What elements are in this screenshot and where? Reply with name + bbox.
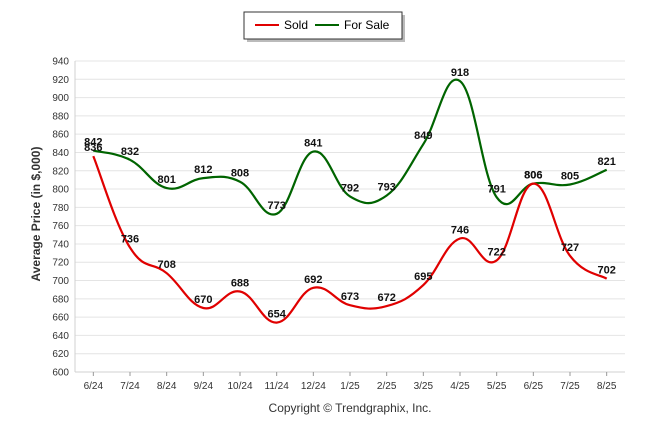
series-lines (92, 78, 608, 324)
data-label-for-sale: 792 (341, 182, 359, 194)
y-tick-label: 760 (52, 221, 69, 232)
copyright-text: Copyright © Trendgraphix, Inc. (269, 401, 432, 415)
data-label-for-sale: 812 (194, 164, 212, 176)
grid (74, 60, 625, 373)
data-label-sold: 702 (597, 265, 615, 277)
y-tick-label: 720 (52, 258, 69, 269)
y-tick-label: 660 (52, 313, 69, 324)
y-tick-label: 840 (52, 148, 69, 159)
legend-label-for-sale: For Sale (344, 18, 390, 32)
y-tick-label: 900 (52, 93, 69, 104)
y-tick-label: 800 (52, 185, 69, 196)
data-label-for-sale: 806 (524, 170, 542, 182)
y-tick-label: 740 (52, 239, 69, 250)
data-label-for-sale: 793 (377, 181, 395, 193)
data-labels: 842 832 801 812 808 773 841 792 793 849 918 791 806 8… (84, 67, 616, 320)
x-tick-label: 10/24 (227, 381, 252, 392)
x-tick-label: 4/25 (450, 381, 470, 392)
data-label-sold: 673 (341, 291, 359, 303)
data-label-sold: 688 (231, 278, 249, 290)
y-tick-label: 880 (52, 111, 69, 122)
data-label-sold: 654 (267, 309, 286, 321)
legend: Sold For Sale (243, 11, 405, 42)
data-label-sold: 695 (414, 271, 432, 283)
data-label-sold: 670 (194, 294, 212, 306)
x-tick-label: 6/25 (524, 381, 544, 392)
y-tick-label: 600 (52, 368, 69, 379)
data-label-for-sale: 832 (121, 146, 139, 158)
x-tick-label: 6/24 (84, 381, 104, 392)
x-tick-label: 7/25 (560, 381, 580, 392)
series-line-for-sale (93, 78, 608, 216)
y-tick-label: 700 (52, 276, 69, 287)
x-tick-label: 2/25 (377, 381, 397, 392)
data-label-for-sale: 773 (267, 200, 285, 212)
data-label-for-sale: 842 (84, 137, 102, 149)
x-tick-label: 8/25 (597, 381, 617, 392)
x-tick-label: 8/24 (157, 381, 177, 392)
y-tick-label: 820 (52, 166, 69, 177)
y-tick-label: 940 (52, 57, 69, 68)
data-label-for-sale: 808 (231, 168, 249, 180)
data-label-for-sale: 805 (561, 170, 579, 182)
data-label-for-sale: 918 (451, 67, 469, 79)
data-label-sold: 727 (561, 242, 579, 254)
data-label-for-sale: 821 (597, 156, 615, 168)
data-label-sold: 746 (451, 224, 469, 236)
data-label-for-sale: 849 (414, 130, 432, 142)
data-label-sold: 836 (84, 142, 102, 154)
x-tick-label: 9/24 (194, 381, 214, 392)
x-tick-label: 5/25 (487, 381, 507, 392)
data-label-sold: 806 (524, 170, 542, 182)
legend-label-sold: Sold (284, 18, 308, 32)
x-tick-label: 3/25 (414, 381, 434, 392)
data-label-sold: 736 (121, 234, 139, 246)
data-label-for-sale: 841 (304, 138, 322, 150)
y-tick-label: 680 (52, 294, 69, 305)
x-tick-label: 12/24 (301, 381, 326, 392)
y-tick-label: 860 (52, 130, 69, 141)
x-axis-ticks: 6/24 7/24 8/24 9/24 10/24 11/24 12/24 1/25 2/25 3… (84, 372, 617, 392)
y-tick-label: 780 (52, 203, 69, 214)
y-tick-label: 920 (52, 75, 69, 86)
x-tick-label: 1/25 (340, 381, 360, 392)
data-label-sold: 722 (487, 246, 505, 258)
y-tick-label: 620 (52, 349, 69, 360)
x-tick-label: 11/24 (265, 381, 290, 392)
data-label-for-sale: 801 (157, 174, 175, 186)
y-axis-ticks: 600 620 640 660 680 700 720 740 760 780 800 820 840 8… (52, 57, 69, 379)
y-tick-label: 640 (52, 331, 69, 342)
data-label-sold: 708 (157, 259, 175, 271)
series-line-sold (92, 155, 608, 324)
data-label-sold: 672 (377, 292, 395, 304)
data-label-sold: 692 (304, 274, 322, 286)
y-axis-label: Average Price (in $,000) (29, 147, 43, 282)
x-tick-label: 7/24 (120, 381, 140, 392)
data-label-for-sale: 791 (487, 183, 505, 195)
